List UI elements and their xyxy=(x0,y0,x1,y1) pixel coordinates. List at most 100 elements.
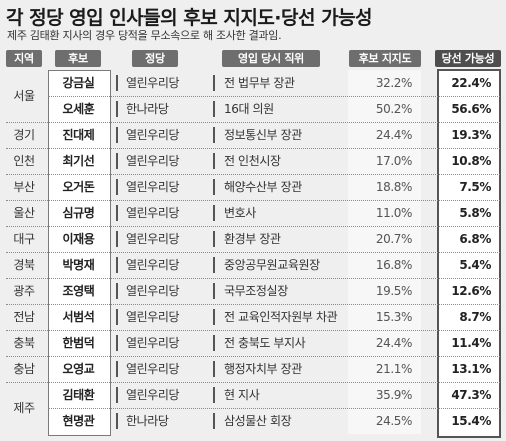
position-marker xyxy=(213,231,215,247)
position-title: 해양수산부 장관 xyxy=(224,180,302,194)
party-name: 열린우리당 xyxy=(126,154,180,168)
party-name: 열린우리당 xyxy=(126,258,180,272)
candidate-name: 오거돈 xyxy=(62,180,95,194)
position-marker xyxy=(213,387,215,403)
party-marker xyxy=(116,335,118,351)
candidate-name: 최기선 xyxy=(62,154,95,168)
page-title: 각 정당 영입 인사들의 후보 지지도·당선 가능성 xyxy=(6,7,373,29)
position-title: 변호사 xyxy=(224,206,256,220)
region-label: 부산 xyxy=(13,180,35,194)
win-value: 47.3% xyxy=(451,388,491,402)
row-divider xyxy=(6,304,500,305)
party-marker xyxy=(116,387,118,403)
region-label: 경기 xyxy=(13,128,35,142)
row-divider xyxy=(6,122,500,123)
position-title: 삼성물산 회장 xyxy=(224,414,292,428)
support-value: 50.2% xyxy=(375,102,413,116)
win-value: 6.8% xyxy=(459,232,491,246)
win-value: 7.5% xyxy=(459,180,491,194)
row-divider xyxy=(6,252,500,253)
party-name: 열린우리당 xyxy=(126,128,180,142)
support-value: 21.1% xyxy=(375,362,413,376)
position-marker xyxy=(213,101,215,117)
party-name: 열린우리당 xyxy=(126,76,180,90)
win-value: 5.8% xyxy=(459,206,491,220)
support-value: 18.8% xyxy=(375,180,413,194)
party-marker xyxy=(116,205,118,221)
candidate-name: 심규명 xyxy=(62,206,95,220)
support-value: 24.4% xyxy=(375,128,413,142)
region-label: 제주 xyxy=(13,401,35,415)
position-marker xyxy=(213,283,215,299)
win-value: 8.7% xyxy=(459,310,491,324)
row-divider xyxy=(6,226,500,227)
position-title: 국무조정실장 xyxy=(224,284,288,298)
position-marker xyxy=(213,361,215,377)
candidate-name: 강금실 xyxy=(62,76,95,90)
party-marker xyxy=(116,309,118,325)
party-name: 열린우리당 xyxy=(126,206,180,220)
party-marker xyxy=(116,101,118,117)
position-title: 환경부 장관 xyxy=(224,232,281,246)
party-marker xyxy=(116,283,118,299)
position-title: 행정자치부 장관 xyxy=(224,362,302,376)
position-marker xyxy=(213,205,215,221)
win-column-box xyxy=(437,69,501,438)
header-region: 지역 xyxy=(6,50,42,67)
row-divider xyxy=(6,148,500,149)
position-marker xyxy=(213,179,215,195)
candidate-name: 진대제 xyxy=(62,128,95,142)
party-marker xyxy=(116,153,118,169)
header-win: 당선 가능성 xyxy=(435,50,501,67)
region-label: 전남 xyxy=(13,310,35,324)
header-candidate: 후보 xyxy=(55,50,101,67)
win-value: 5.4% xyxy=(459,258,491,272)
row-divider xyxy=(6,356,500,357)
support-value: 17.0% xyxy=(375,154,413,168)
party-name: 열린우리당 xyxy=(126,336,180,350)
position-title: 전 법무부 장관 xyxy=(224,76,295,90)
candidate-name: 이재용 xyxy=(62,232,95,246)
position-title: 중앙공무원교육원장 xyxy=(224,258,320,272)
position-marker xyxy=(213,309,215,325)
party-marker xyxy=(116,231,118,247)
row-divider xyxy=(48,96,500,97)
win-value: 22.4% xyxy=(451,76,491,90)
region-label: 인천 xyxy=(13,154,35,168)
support-value: 19.5% xyxy=(375,284,413,298)
candidate-column xyxy=(48,70,111,436)
position-title: 16대 의원 xyxy=(224,102,274,116)
support-value: 35.9% xyxy=(375,388,413,402)
support-value: 24.4% xyxy=(375,336,413,350)
support-value: 24.5% xyxy=(375,414,413,428)
position-title: 정보통신부 장관 xyxy=(224,128,302,142)
win-value: 12.6% xyxy=(451,284,491,298)
support-value: 20.7% xyxy=(375,232,413,246)
party-name: 열린우리당 xyxy=(126,310,180,324)
row-divider xyxy=(6,382,500,383)
header-support: 후보 지지도 xyxy=(349,50,421,67)
candidate-name: 서범석 xyxy=(62,310,95,324)
party-name: 열린우리당 xyxy=(126,232,180,246)
party-name: 열린우리당 xyxy=(126,180,180,194)
position-title: 전 교육인적자원부 차관 xyxy=(224,310,338,324)
candidate-name: 오세훈 xyxy=(62,102,95,116)
support-value: 32.2% xyxy=(375,76,413,90)
position-title: 전 인천시장 xyxy=(224,154,281,168)
win-value: 56.6% xyxy=(451,102,491,116)
subtitle-note: 제주 김태환 지사의 경우 당적을 무소속으로 해 조사한 결과임. xyxy=(7,29,282,42)
candidate-name: 조영택 xyxy=(62,284,95,298)
win-value: 10.8% xyxy=(451,154,491,168)
row-divider xyxy=(48,408,500,409)
party-marker xyxy=(116,179,118,195)
win-value: 13.1% xyxy=(451,362,491,376)
region-label: 서울 xyxy=(13,89,35,103)
party-marker xyxy=(116,127,118,143)
header-party: 정당 xyxy=(132,50,178,67)
region-label: 충북 xyxy=(13,336,35,350)
row-divider xyxy=(6,200,500,201)
position-marker xyxy=(213,127,215,143)
region-label: 광주 xyxy=(13,284,35,298)
win-value: 11.4% xyxy=(451,336,491,350)
